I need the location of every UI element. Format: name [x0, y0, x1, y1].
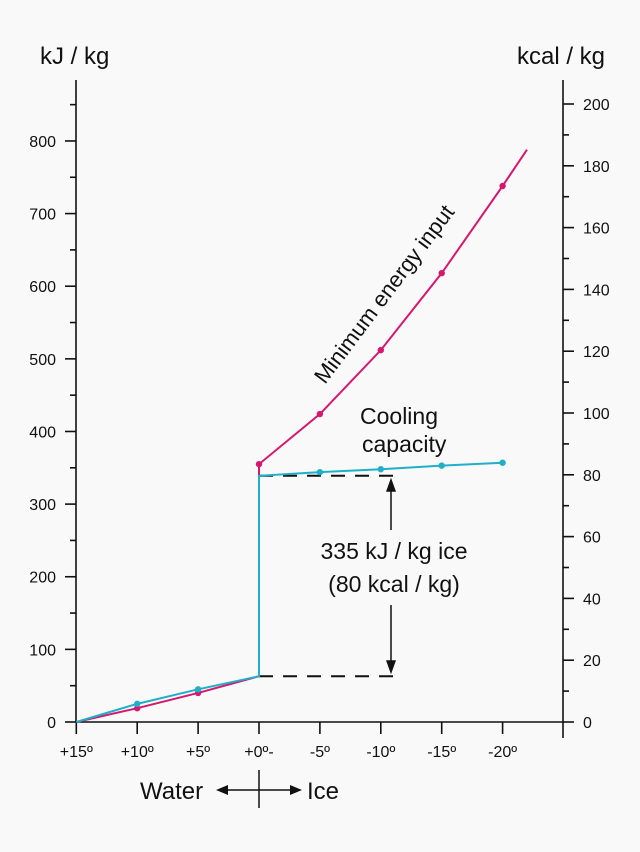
cooling-capacity-point [438, 462, 445, 469]
y-axis-right-label: kcal / kg [517, 43, 605, 70]
y-left-tick-label: 700 [29, 207, 56, 224]
minimum-energy-input-point [255, 460, 263, 468]
y-right-tick-label: 20 [583, 653, 601, 670]
cooling-capacity-point [134, 700, 141, 708]
y-left-tick-label: 0 [47, 715, 56, 732]
y-left-tick-label: 100 [29, 642, 56, 659]
axes: 0 100 200 300 400 500 600 700 800 0 20 40 60 80 100 120… [29, 80, 610, 761]
y-right-tick-label: 180 [583, 159, 610, 176]
x-tick-label: +15º [60, 744, 93, 761]
cooling-label-line2: capacity [362, 431, 447, 457]
energy-label: Minimum energy input [309, 200, 459, 388]
ice-arrowhead-icon [290, 785, 302, 795]
ice-label: Ice [307, 778, 339, 805]
x-tick-label: +10º [121, 744, 154, 761]
y-right-tick-label: 60 [583, 530, 601, 547]
y-right-tick-label: 40 [583, 591, 601, 608]
water-label: Water [140, 778, 203, 805]
y-left-tick-label: 400 [29, 424, 56, 441]
y-right-tick-label: 80 [583, 468, 601, 485]
y-left-tick-label: 300 [29, 497, 56, 514]
y-right-tick-label: 120 [583, 344, 610, 361]
y-right-tick-label: 200 [583, 97, 610, 114]
minimum-energy-input-point [377, 346, 384, 354]
y-left-tick-label: 600 [29, 279, 56, 296]
x-tick-label: +0º- [244, 744, 273, 761]
series-layer [76, 149, 528, 723]
y-left-tick-label: 500 [29, 352, 56, 369]
cooling-capacity-point [499, 459, 506, 466]
x-tick-label: -10º [366, 744, 395, 761]
y-right-tick-label: 160 [583, 221, 610, 238]
cooling-label-line1: Cooling [360, 403, 438, 429]
y-left-tick-label: 200 [29, 570, 56, 587]
arrowhead-up-icon [386, 477, 396, 492]
cooling-capacity-point [316, 468, 324, 476]
y-right-tick-label: 140 [583, 282, 610, 299]
y-right-tick-label: 100 [583, 406, 610, 423]
x-tick-label: -15º [427, 744, 456, 761]
minimum-energy-input-point [499, 182, 506, 190]
latent-heat-label-line2: (80 kcal / kg) [328, 571, 460, 597]
annotations: Minimum energy input Cooling capacity 33… [140, 200, 468, 808]
x-tick-label: +5º [186, 744, 210, 761]
latent-heat-label-line1: 335 kJ / kg ice [320, 538, 467, 564]
water-arrowhead-icon [216, 785, 228, 795]
arrowhead-down-icon [386, 660, 396, 675]
cooling-capacity-line [76, 461, 503, 723]
cooling-capacity-point [194, 686, 202, 693]
y-axis-left-label: kJ / kg [40, 43, 109, 70]
minimum-energy-input-point [316, 410, 324, 418]
x-tick-label: -20º [488, 744, 517, 761]
minimum-energy-input-line [76, 149, 528, 723]
y-right-tick-label: 0 [583, 715, 592, 732]
minimum-energy-input-point [438, 269, 445, 277]
cooling-capacity-point [377, 466, 384, 473]
x-tick-label: -5º [310, 744, 330, 761]
y-left-tick-label: 800 [29, 134, 56, 151]
